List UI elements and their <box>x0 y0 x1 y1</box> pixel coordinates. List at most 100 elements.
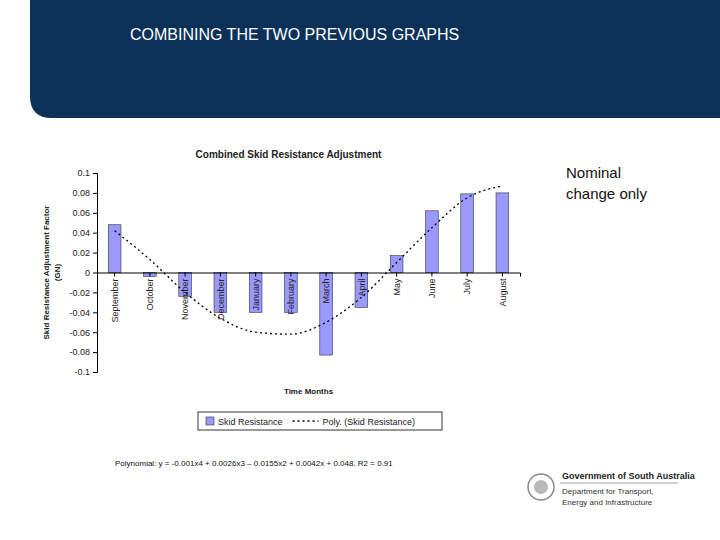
x-tick: January <box>251 273 261 311</box>
x-tick-label: May <box>392 278 402 296</box>
legend-label: Poly. (Skid Resistance) <box>323 417 415 427</box>
logo-emblem <box>528 474 554 500</box>
x-tick-label: December <box>216 278 226 320</box>
logo-emblem <box>534 480 548 494</box>
x-tick: April <box>357 273 367 297</box>
y-tick: -0.08 <box>69 347 97 357</box>
bar <box>355 273 368 308</box>
y-tick-mark <box>93 193 97 194</box>
legend-box <box>198 412 442 430</box>
x-tick: August <box>498 273 508 307</box>
y-axis: -0.1 -0.08 -0.06 -0.04 -0.02 0 0.02 0.04 0.06 0.0… <box>69 168 97 377</box>
slide-title: COMBINING THE TWO PREVIOUS GRAPHS <box>130 26 459 43</box>
x-tick-mark <box>149 273 150 277</box>
legend: Skid Resistance Poly. (Skid Resistance) <box>198 412 442 430</box>
x-tick: July <box>462 273 472 295</box>
y-tick-label: 0.08 <box>72 188 90 198</box>
x-tick-mark <box>467 273 468 277</box>
x-axis-line <box>98 273 521 277</box>
y-tick-mark <box>93 292 97 293</box>
logo-text: Energy and Infrastructure <box>562 498 653 507</box>
x-axis: September October November December January F… <box>98 273 521 323</box>
y-tick: 0.06 <box>72 208 97 218</box>
y-tick-label: 0 <box>85 268 90 278</box>
y-tick-mark <box>93 312 97 313</box>
y-tick: 0.02 <box>72 248 97 258</box>
x-tick-label: June <box>427 279 437 299</box>
x-tick-mark <box>114 273 115 277</box>
y-tick-label: -0.02 <box>69 288 90 298</box>
y-tick-label: -0.1 <box>74 367 90 377</box>
x-tick-label: March <box>321 279 331 304</box>
y-tick: 0 <box>85 268 97 278</box>
x-tick-mark <box>396 273 397 277</box>
logo-text: Department for Transport, <box>562 487 654 496</box>
y-tick-label: -0.06 <box>69 328 90 338</box>
x-tick-label: January <box>251 278 261 311</box>
x-tick-label: April <box>357 279 367 297</box>
legend-label: Skid Resistance <box>218 417 283 427</box>
bar <box>390 256 403 273</box>
y-tick: 0.1 <box>77 168 97 178</box>
x-tick: June <box>427 273 437 299</box>
bar <box>496 193 509 273</box>
y-tick-mark <box>93 332 97 333</box>
y-tick-mark <box>93 372 97 373</box>
y-tick: -0.1 <box>74 367 97 377</box>
bar <box>320 273 333 356</box>
x-tick: October <box>145 273 155 311</box>
bar <box>108 225 121 273</box>
annotation: Nominalchange only <box>566 164 647 202</box>
header-band <box>30 0 720 118</box>
y-tick: -0.04 <box>69 308 97 318</box>
y-tick-mark <box>93 253 97 254</box>
x-tick: March <box>321 273 331 304</box>
y-tick-mark <box>93 173 97 174</box>
x-tick: November <box>180 273 190 321</box>
y-tick: 0.08 <box>72 188 97 198</box>
x-tick-mark <box>185 273 186 277</box>
x-axis-title: Time Months <box>284 387 334 396</box>
logo: Government of South Australia Department … <box>528 471 696 507</box>
y-tick-label: 0.04 <box>72 228 90 238</box>
x-tick-label: September <box>110 279 120 323</box>
y-tick: -0.06 <box>69 328 97 338</box>
y-tick-label: 0.1 <box>77 168 90 178</box>
y-tick-mark <box>93 213 97 214</box>
x-tick: December <box>216 273 226 321</box>
x-tick-mark <box>220 273 221 277</box>
y-axis-line <box>93 174 98 373</box>
x-tick-label: February <box>286 278 296 315</box>
x-tick: September <box>110 273 120 323</box>
x-tick-mark <box>290 273 291 277</box>
x-tick-label: August <box>498 278 508 307</box>
x-tick-mark <box>361 273 362 277</box>
logo-text: Government of South Australia <box>562 471 696 481</box>
x-tick: February <box>286 273 296 315</box>
legend-swatch <box>293 420 319 421</box>
trend-line <box>115 186 503 334</box>
y-tick-label: -0.08 <box>69 347 90 357</box>
bar <box>426 211 439 273</box>
y-tick: -0.02 <box>69 288 97 298</box>
chart-title: Combined Skid Resistance Adjustment <box>196 149 382 160</box>
x-tick-mark <box>255 273 256 277</box>
x-tick-mark <box>326 273 327 277</box>
x-tick-label: July <box>462 278 472 295</box>
plot-area <box>108 186 508 355</box>
y-tick-mark <box>93 352 97 353</box>
slide: COMBINING THE TWO PREVIOUS GRAPHS Combine… <box>0 0 720 540</box>
y-axis-title: Skid Resistance Adjustment Factor <box>42 206 51 340</box>
bar <box>249 273 262 313</box>
y-axis-title: (GN) <box>53 264 62 282</box>
legend-swatch <box>206 417 214 425</box>
x-tick-mark <box>431 273 432 277</box>
y-tick-mark <box>93 233 97 234</box>
trendline-equation: Polynomial: y = -0.001x4 + 0.0026x3 – 0.… <box>115 459 393 468</box>
x-tick-label: November <box>180 278 190 320</box>
x-tick-mark <box>502 273 503 277</box>
y-tick: 0.04 <box>72 228 97 238</box>
y-tick-label: -0.04 <box>69 308 90 318</box>
x-tick: May <box>392 273 402 296</box>
y-tick-mark <box>93 273 97 274</box>
